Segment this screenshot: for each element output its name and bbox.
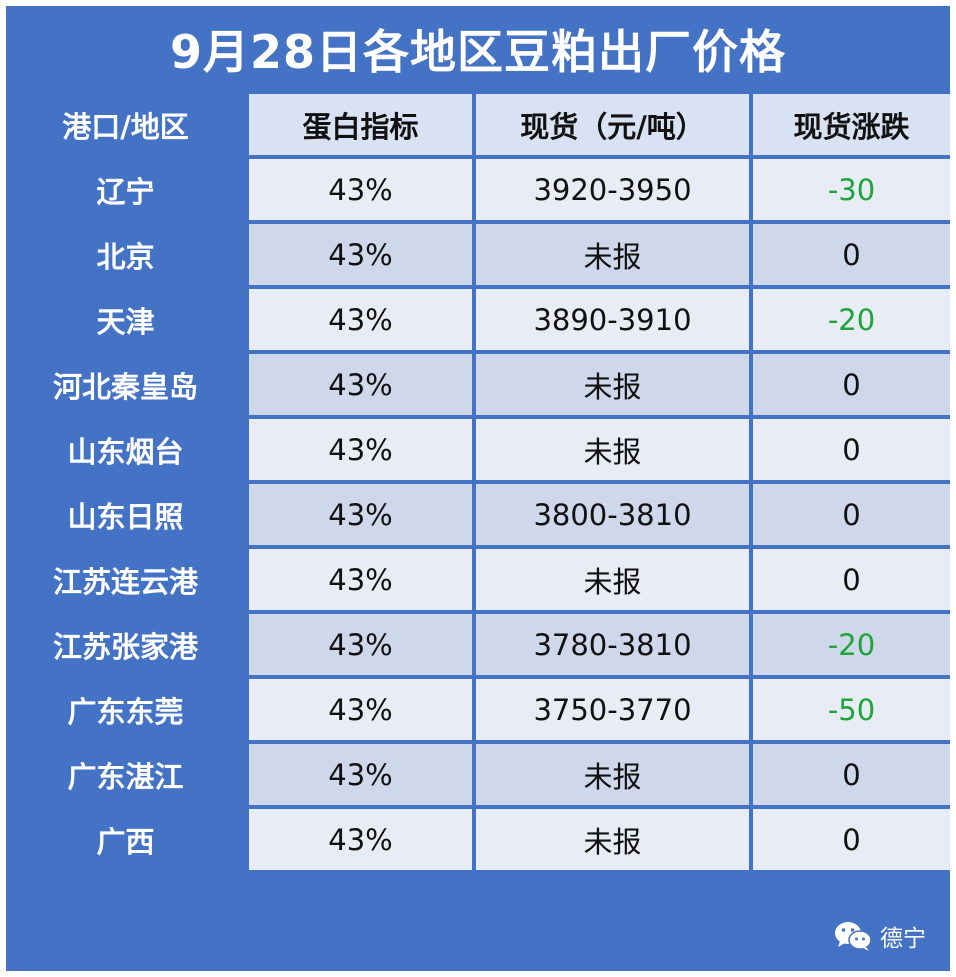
- row-price: 未报: [476, 809, 749, 870]
- row-region: 山东日照: [6, 484, 245, 545]
- row-region: 天津: [6, 289, 245, 350]
- row-protein: 43%: [249, 809, 472, 870]
- table-title: 9月28日各地区豆粕出厂价格: [169, 25, 787, 79]
- price-table-frame: 9月28日各地区豆粕出厂价格 港口/地区 蛋白指标 现货（元/吨） 现货涨跌 辽…: [6, 6, 950, 971]
- row-change: -20: [753, 614, 950, 675]
- row-region: 广东湛江: [6, 744, 245, 805]
- row-change: 0: [753, 419, 950, 480]
- row-change: 0: [753, 744, 950, 805]
- row-change: -50: [753, 679, 950, 740]
- row-price: 3750-3770: [476, 679, 749, 740]
- row-change: -20: [753, 289, 950, 350]
- row-region: 江苏连云港: [6, 549, 245, 610]
- row-region: 广西: [6, 809, 245, 870]
- row-price: 3890-3910: [476, 289, 749, 350]
- row-protein: 43%: [249, 289, 472, 350]
- row-region: 北京: [6, 224, 245, 285]
- row-price: 3800-3810: [476, 484, 749, 545]
- row-change: 0: [753, 484, 950, 545]
- row-change: -30: [753, 159, 950, 220]
- row-protein: 43%: [249, 484, 472, 545]
- row-change: 0: [753, 224, 950, 285]
- row-price: 3920-3950: [476, 159, 749, 220]
- row-price: 未报: [476, 354, 749, 415]
- row-protein: 43%: [249, 354, 472, 415]
- row-region: 辽宁: [6, 159, 245, 220]
- row-protein: 43%: [249, 419, 472, 480]
- row-protein: 43%: [249, 549, 472, 610]
- header-region: 港口/地区: [6, 94, 245, 155]
- row-price: 未报: [476, 419, 749, 480]
- row-region: 山东烟台: [6, 419, 245, 480]
- row-region: 广东东莞: [6, 679, 245, 740]
- header-change: 现货涨跌: [753, 94, 950, 155]
- row-change: 0: [753, 549, 950, 610]
- row-protein: 43%: [249, 679, 472, 740]
- row-change: 0: [753, 354, 950, 415]
- row-change: 0: [753, 809, 950, 870]
- row-protein: 43%: [249, 159, 472, 220]
- row-protein: 43%: [249, 224, 472, 285]
- row-price: 未报: [476, 744, 749, 805]
- footer-label: 德宁: [880, 926, 926, 952]
- row-region: 江苏张家港: [6, 614, 245, 675]
- header-price: 现货（元/吨）: [476, 94, 749, 155]
- header-protein: 蛋白指标: [249, 94, 472, 155]
- wechat-icon: [835, 922, 872, 951]
- price-table: 港口/地区 蛋白指标 现货（元/吨） 现货涨跌 辽宁 43% 3920-3950 -3…: [6, 94, 950, 870]
- row-price: 未报: [476, 224, 749, 285]
- row-price: 未报: [476, 549, 749, 610]
- row-protein: 43%: [249, 744, 472, 805]
- row-region: 河北秦皇岛: [6, 354, 245, 415]
- footer-brand: 德宁: [834, 919, 926, 953]
- row-price: 3780-3810: [476, 614, 749, 675]
- row-protein: 43%: [249, 614, 472, 675]
